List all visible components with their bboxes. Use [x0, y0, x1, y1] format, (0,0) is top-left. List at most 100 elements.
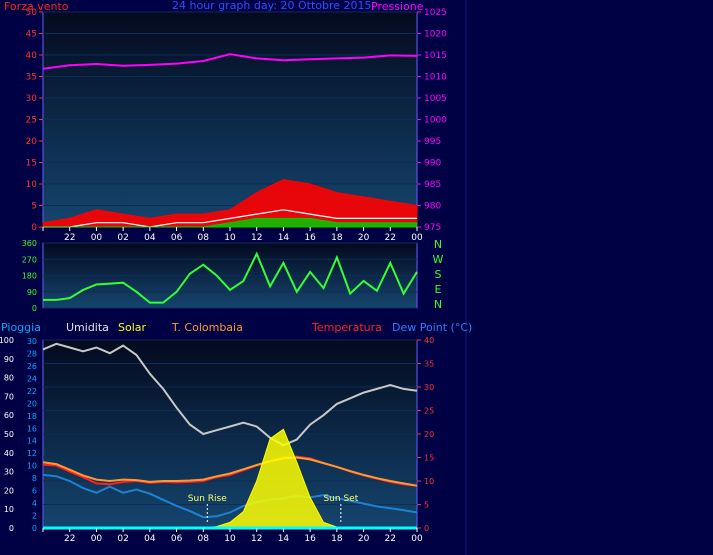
- humidity-tick-label: 18: [27, 412, 37, 421]
- pressure-tick-label: 1010: [424, 73, 447, 83]
- wind-pressure-axes: 0510152025303540455097598098599099510001…: [26, 8, 448, 243]
- pressure-tick-label: 1015: [424, 51, 447, 61]
- humidity-tick-label: 22: [27, 387, 37, 396]
- temp-tick-label: 10: [424, 477, 434, 486]
- wind-direction-series: [43, 251, 418, 304]
- legend-t-colombaia: T. Colombaia: [171, 321, 243, 334]
- wind-tick-label: 5: [31, 202, 37, 212]
- pressure-line: [42, 53, 418, 70]
- x-tick-label: 08: [198, 534, 210, 544]
- compass-label: W: [433, 253, 444, 266]
- x-tick-label: 00: [91, 233, 103, 243]
- wind-min-area: [43, 217, 418, 228]
- humidity-tick-label: 2: [32, 512, 37, 521]
- x-tick-label: 10: [224, 534, 236, 544]
- x-tick-label: 04: [144, 233, 156, 243]
- legend-umidita: Umidita: [66, 321, 109, 334]
- temperature-series: [42, 342, 418, 530]
- pressure-tick-label: 1025: [424, 8, 447, 18]
- temp-tick-label: 35: [424, 360, 434, 369]
- humidity-tick-label: 12: [27, 449, 37, 458]
- pressure-tick-label: 985: [424, 180, 441, 190]
- x-tick-label: 00: [91, 534, 103, 544]
- rain-tick-label: 50: [4, 430, 14, 439]
- legend-pioggia: Pioggia: [1, 321, 41, 334]
- rain-tick-label: 30: [4, 468, 14, 477]
- x-tick-label: 18: [331, 233, 343, 243]
- rain-tick-label: 0: [9, 524, 14, 533]
- pressure-tick-label: 990: [424, 159, 441, 169]
- temp-tick-label: 20: [424, 430, 434, 439]
- rain-tick-label: 40: [4, 449, 14, 458]
- wind-avg-line: [43, 209, 417, 228]
- x-tick-label: 00: [411, 534, 423, 544]
- compass-label: S: [435, 268, 442, 281]
- x-tick-label: 16: [304, 233, 316, 243]
- pressure-tick-label: 995: [424, 137, 441, 147]
- temperature-grid: [43, 339, 417, 529]
- legend: Pioggia Umidita Solar T. Colombaia Tempe…: [1, 321, 472, 334]
- wind-tick-label: 15: [26, 159, 37, 169]
- x-tick-label: 00: [411, 233, 423, 243]
- wind-tick-label: 20: [26, 137, 38, 147]
- x-tick-label: 06: [171, 534, 183, 544]
- dew-point-c-line: [42, 473, 418, 519]
- humidity-tick-label: 16: [27, 424, 37, 433]
- wind-tick-label: 35: [26, 73, 37, 83]
- rain-tick-label: 10: [4, 505, 14, 514]
- x-tick-label: 22: [385, 534, 396, 544]
- x-tick-label: 12: [251, 233, 262, 243]
- x-tick-label: 22: [64, 233, 75, 243]
- compass-label: N: [434, 298, 442, 311]
- humidity-tick-label: 28: [27, 349, 37, 358]
- pressure-tick-label: 1020: [424, 30, 447, 40]
- direction-tick-label: 360: [22, 239, 37, 248]
- x-tick-label: 14: [278, 233, 290, 243]
- rain-tick-label: 20: [4, 486, 14, 495]
- wind-tick-label: 30: [26, 94, 38, 104]
- direction-tick-label: 180: [22, 272, 37, 281]
- umidita-line: [42, 342, 418, 447]
- direction-tick-label: 90: [27, 288, 37, 297]
- x-tick-label: 06: [171, 233, 183, 243]
- wind-tick-label: 10: [26, 180, 38, 190]
- wind-direction-grid: [43, 242, 417, 309]
- humidity-tick-label: 10: [27, 462, 37, 471]
- humidity-tick-label: 6: [32, 487, 37, 496]
- compass-label: N: [434, 238, 442, 251]
- humidity-tick-label: 8: [32, 474, 37, 483]
- temp-tick-label: 15: [424, 454, 434, 463]
- x-tick-label: 22: [64, 534, 75, 544]
- temperature-axes: 0102030405060708090100024681012141618202…: [0, 336, 434, 544]
- pressure-tick-label: 975: [424, 223, 441, 233]
- wind-tick-label: 50: [26, 8, 38, 18]
- wind-tick-label: 25: [26, 116, 37, 126]
- wind-tick-label: 0: [31, 223, 37, 233]
- humidity-tick-label: 20: [27, 399, 37, 408]
- humidity-tick-label: 14: [27, 437, 37, 446]
- sun-rise-label: Sun Rise: [188, 494, 227, 504]
- direction-tick-label: 270: [22, 255, 37, 264]
- compass-label: E: [435, 283, 442, 296]
- humidity-tick-label: 30: [27, 337, 37, 346]
- chart-title: 24 hour graph day: 20 Ottobre 2015: [172, 0, 372, 12]
- wind-axis-title: Forza vento: [4, 0, 69, 13]
- wind-pressure-series: [42, 53, 418, 228]
- humidity-tick-label: 24: [27, 374, 37, 383]
- rain-tick-label: 70: [4, 392, 14, 401]
- temp-tick-label: 5: [424, 501, 429, 510]
- x-tick-label: 12: [251, 534, 262, 544]
- sun-set-label: Sun Set: [323, 494, 358, 504]
- rain-tick-label: 60: [4, 411, 14, 420]
- x-tick-label: 20: [358, 233, 370, 243]
- t-colombaia-line: [42, 456, 418, 487]
- rain-tick-label: 80: [4, 374, 14, 383]
- temp-tick-label: 0: [424, 524, 429, 533]
- x-tick-label: 04: [144, 534, 156, 544]
- x-tick-label: 08: [198, 233, 210, 243]
- pressure-tick-label: 1000: [424, 116, 447, 126]
- wind-tick-label: 40: [26, 51, 38, 61]
- x-tick-label: 14: [278, 534, 290, 544]
